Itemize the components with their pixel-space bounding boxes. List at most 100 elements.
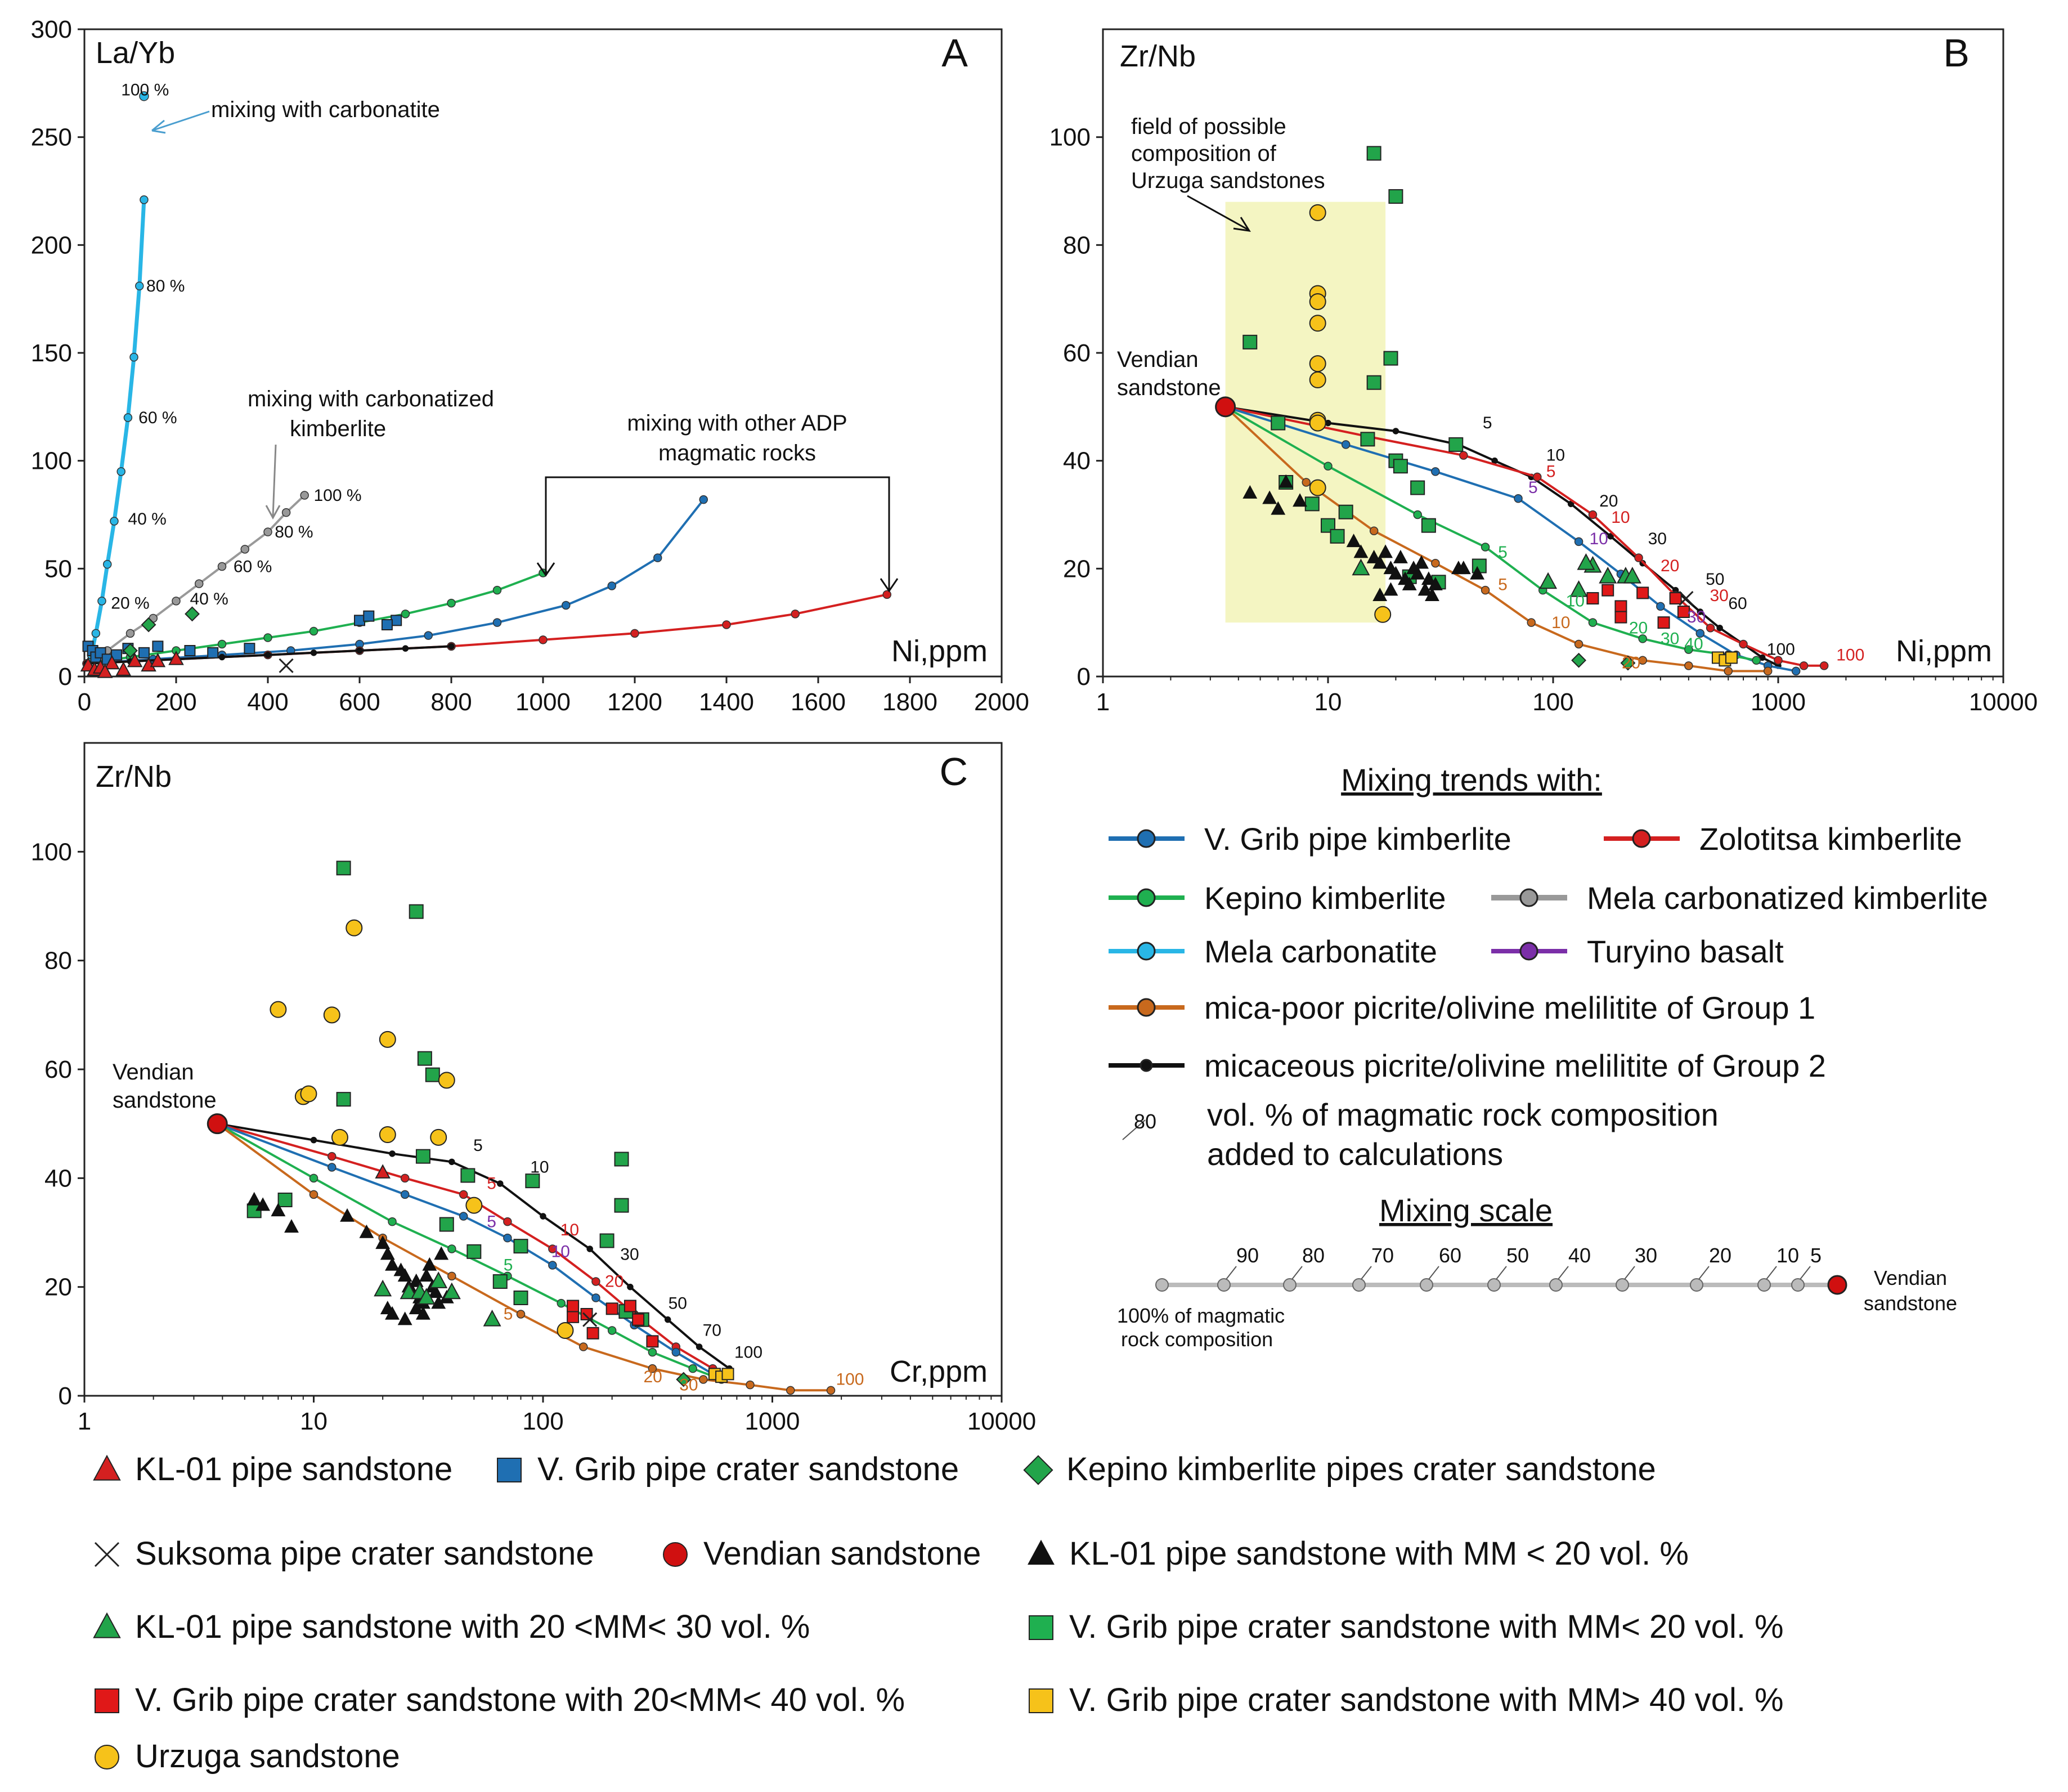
mixing-scale: Mixing scale 90 80 70 60 50 40 30 20 10 5 100% of… bbox=[1117, 1193, 1957, 1351]
red-square-point bbox=[1657, 616, 1670, 629]
annotation-vendian-b-1: Vendian bbox=[1117, 347, 1199, 372]
x-tick-label: 1 bbox=[1096, 688, 1110, 716]
mixing-percent-label: 20 bbox=[643, 1368, 662, 1386]
mixing-node-mela_carb bbox=[110, 517, 119, 526]
panel-a-ticks: 0 200 400 600 800 1000 1200 1400 1600 1800 2000 0 50… bbox=[31, 16, 1029, 716]
mixing-node-group2 bbox=[389, 1150, 396, 1157]
urzuga-circle-point bbox=[430, 1128, 447, 1146]
x-tick-label: 0 bbox=[78, 688, 91, 716]
mixing-node-group2 bbox=[356, 647, 363, 654]
arrowhead-field bbox=[1233, 217, 1251, 232]
mixing-node-kepino bbox=[1413, 510, 1422, 519]
mixing-node-grib bbox=[653, 553, 662, 562]
green-triangle-point bbox=[1623, 567, 1641, 584]
mixing-node-kepino bbox=[447, 598, 456, 608]
mixing-percent-label: 5 bbox=[1483, 414, 1492, 432]
mixing-node-zolotitsa bbox=[1533, 472, 1542, 482]
blue-square-point bbox=[381, 619, 393, 630]
black-triangle-point bbox=[1470, 566, 1485, 580]
green-diamond-point bbox=[676, 1372, 692, 1387]
mixing-node-zolotitsa bbox=[1774, 656, 1783, 665]
red-triangle-point bbox=[127, 652, 143, 667]
mixing-percent-label: 100 bbox=[734, 1343, 762, 1361]
mixing-percent-label: 100 bbox=[1836, 646, 1864, 664]
green-square-point bbox=[1393, 459, 1408, 474]
mixing-node-zolotitsa bbox=[1799, 661, 1809, 670]
mixing-node-group2 bbox=[448, 1158, 455, 1166]
vol-text-2: added to calculations bbox=[1207, 1136, 1503, 1172]
scale-node bbox=[1791, 1278, 1805, 1292]
scale-tick-mark bbox=[1361, 1266, 1372, 1280]
mixing-node-zolotitsa bbox=[1706, 624, 1715, 633]
x-tick-label: 1400 bbox=[699, 688, 754, 716]
mixing-percent-label: 30 bbox=[679, 1376, 698, 1394]
red-triangle-point bbox=[104, 655, 120, 670]
scale-tick-mark bbox=[1291, 1266, 1303, 1280]
vendian-sandstone-point bbox=[207, 1113, 228, 1135]
scale-right-1: Vendian bbox=[1874, 1266, 1947, 1289]
mixing-node-group1 bbox=[1302, 478, 1311, 487]
mixing-percent-label: 50 bbox=[1706, 570, 1724, 589]
mixing-node-grib bbox=[424, 631, 433, 640]
y-tick-label: 0 bbox=[59, 663, 72, 691]
mixing-node-mela_carb bbox=[91, 629, 101, 638]
vol-tick-label: 80 bbox=[1134, 1110, 1156, 1133]
black-triangle-point bbox=[419, 1268, 434, 1282]
urzuga-circle-point bbox=[1309, 414, 1326, 432]
sample-legend-symbol-square bbox=[1029, 1615, 1053, 1640]
mixing-node-zolotitsa bbox=[459, 1190, 468, 1199]
mixing-node-zolotitsa bbox=[882, 590, 891, 599]
red-square-point bbox=[1614, 611, 1627, 624]
blue-square-point bbox=[207, 647, 219, 658]
mixing-node-zolotitsa bbox=[328, 1152, 337, 1161]
mixing-node-group1 bbox=[1724, 666, 1733, 676]
mixing-node-group2 bbox=[586, 1246, 593, 1252]
scale-node bbox=[1616, 1278, 1629, 1292]
blue-square-point bbox=[111, 649, 123, 661]
green-triangle-point bbox=[1569, 580, 1588, 597]
sample-legend-symbol-square bbox=[95, 1688, 119, 1713]
urzuga-circle-point bbox=[300, 1085, 317, 1103]
mixing-percent-label: 20 bbox=[1622, 654, 1640, 673]
mixing-percent-label: 10 bbox=[1546, 446, 1565, 465]
green-diamond-point bbox=[185, 606, 200, 622]
green-square-point bbox=[1321, 518, 1335, 533]
red-square-point bbox=[567, 1310, 580, 1323]
scale-tick-mark bbox=[1800, 1266, 1811, 1280]
scale-node bbox=[1352, 1278, 1366, 1292]
mixing-node-group2 bbox=[627, 1283, 634, 1291]
green-square-point bbox=[1410, 480, 1425, 495]
mixing-node-kepino bbox=[1684, 645, 1693, 654]
mixing-node-grib bbox=[607, 581, 616, 590]
mixing-node-group1 bbox=[1527, 618, 1536, 627]
mixing-node-group2 bbox=[310, 1136, 317, 1144]
scale-tick-label: 5 bbox=[1810, 1244, 1822, 1267]
red-square-point bbox=[1602, 584, 1614, 597]
black-triangle-point bbox=[1293, 493, 1307, 507]
mixing-node-kepino bbox=[309, 626, 319, 636]
mixing-node-kepino bbox=[401, 610, 410, 619]
x-tick-label: 100 bbox=[1532, 688, 1573, 716]
y-tick-label: 60 bbox=[1063, 339, 1091, 367]
legend-node-mela_carb bbox=[1137, 942, 1156, 961]
x-tick-label: 1600 bbox=[791, 688, 846, 716]
red-square-point bbox=[1636, 586, 1649, 599]
vendian-sandstone-point bbox=[1215, 396, 1236, 418]
mixing-node-grib bbox=[1656, 602, 1665, 611]
mixing-percent-label: 10 bbox=[551, 1243, 570, 1261]
green-triangle-point bbox=[1539, 572, 1558, 589]
mixing-percent-label: 5 bbox=[504, 1256, 513, 1275]
percent-label: 60 % bbox=[234, 558, 272, 576]
scale-tick-label: 80 bbox=[1302, 1244, 1325, 1267]
mixing-node-grib bbox=[699, 495, 708, 504]
green-diamond-point bbox=[141, 617, 156, 633]
x-tick-label: 600 bbox=[339, 688, 380, 716]
mixing-node-group2 bbox=[540, 1213, 546, 1220]
green-square-point bbox=[1366, 375, 1381, 390]
mixing-percent-label: 5 bbox=[473, 1136, 483, 1155]
annotation-carb-kimb-1: mixing with carbonatized bbox=[248, 387, 494, 411]
mixing-node-kepino bbox=[217, 639, 227, 649]
arrowhead-carb-kimb bbox=[265, 505, 281, 520]
scale-tick-label: 60 bbox=[1439, 1244, 1461, 1267]
vol-tick-mark bbox=[1122, 1119, 1146, 1140]
